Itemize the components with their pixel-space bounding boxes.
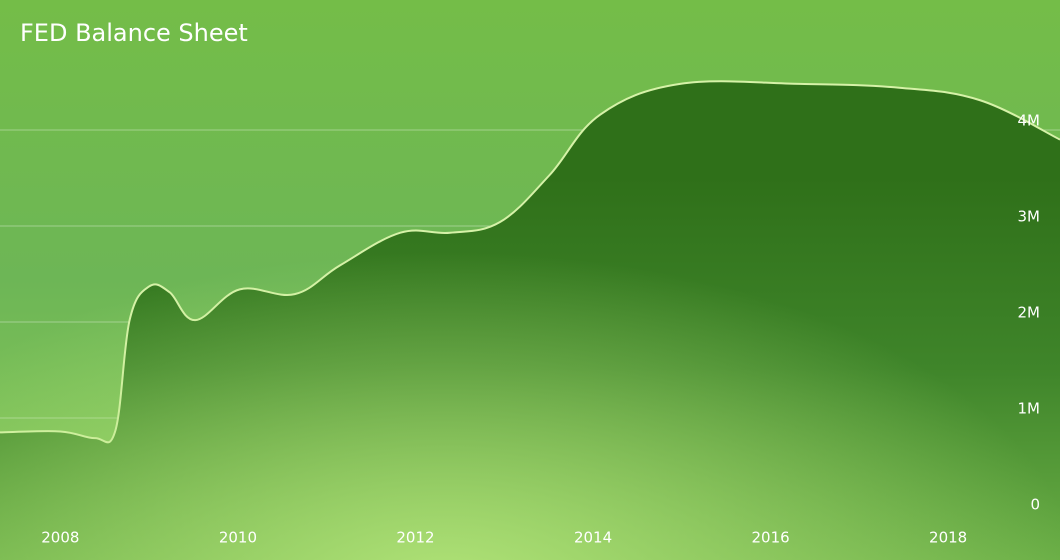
x-tick-label: 2012 xyxy=(396,529,434,547)
labels: 0 1M 2M 3M 4M 2008 2010 2012 2014 2016 2018 xyxy=(41,112,1040,547)
chart-title: FED Balance Sheet xyxy=(20,19,248,47)
y-tick-label: 3M xyxy=(1018,208,1041,226)
x-tick-label: 2016 xyxy=(751,529,789,547)
x-tick-label: 2014 xyxy=(574,529,612,547)
y-tick-label: 4M xyxy=(1018,112,1041,130)
y-tick-label: 1M xyxy=(1018,400,1041,418)
x-tick-label: 2008 xyxy=(41,529,79,547)
x-tick-label: 2018 xyxy=(929,529,967,547)
x-tick-label: 2010 xyxy=(219,529,257,547)
y-tick-label: 2M xyxy=(1018,304,1041,322)
y-tick-label: 0 xyxy=(1030,496,1040,514)
